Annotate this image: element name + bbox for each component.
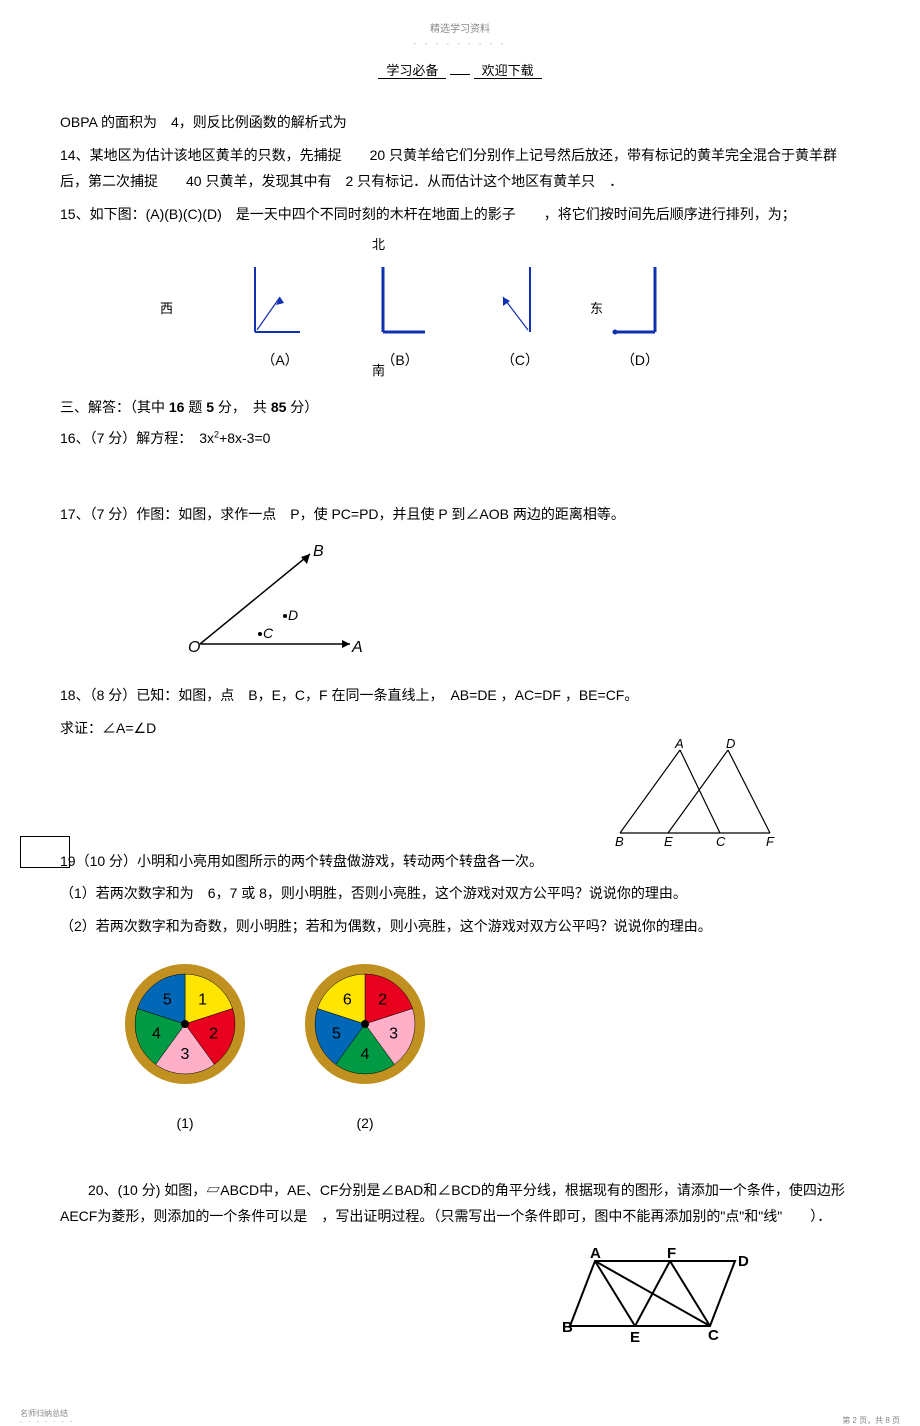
spinner-1-label: (1) bbox=[120, 1110, 250, 1137]
spinner-2-svg: 23 4 56 bbox=[300, 959, 430, 1089]
compass-east: 东 bbox=[590, 297, 603, 322]
svg-text:2: 2 bbox=[209, 1026, 218, 1043]
header-small: 精选学习资料 bbox=[60, 20, 860, 35]
svg-text:D: D bbox=[726, 738, 735, 751]
svg-text:D: D bbox=[288, 607, 298, 623]
svg-text:E: E bbox=[630, 1329, 640, 1346]
main-content: OBPA 的面积为 4，则反比例函数的解析式为 14、某地区为估计该地区黄羊的只… bbox=[60, 109, 860, 1386]
svg-text:5: 5 bbox=[163, 992, 172, 1009]
section3-title: 三、解答：（其中 16 题 5 分， 共 85 分） bbox=[60, 394, 860, 421]
svg-text:2: 2 bbox=[378, 992, 387, 1009]
svg-text:4: 4 bbox=[361, 1046, 370, 1063]
shadow-a-svg bbox=[245, 257, 315, 347]
svg-text:A: A bbox=[351, 639, 363, 656]
q19-l1: 19（10 分）小明和小亮用如图所示的两个转盘做游戏，转动两个转盘各一次。 bbox=[60, 848, 860, 875]
svg-text:B: B bbox=[562, 1319, 573, 1336]
shadow-c-svg bbox=[485, 257, 555, 347]
svg-text:C: C bbox=[716, 834, 726, 848]
footer-left: 名师归纳总结 - - - - - - - bbox=[20, 1408, 74, 1426]
spinners-row: 12345 (1) 23456 (2) bbox=[120, 959, 860, 1136]
q18-l1: 18、（8 分）已知：如图，点 B，E，C，F 在同一条直线上， AB=DE ，… bbox=[60, 682, 860, 709]
header-text-2: 欢迎下载 bbox=[474, 63, 542, 79]
svg-text:F: F bbox=[766, 834, 775, 848]
q19-box-marker bbox=[20, 836, 70, 868]
header-line: 学习必备 欢迎下载 bbox=[60, 60, 860, 79]
q20-l1: 20、(10 分) 如图，▱ABCD中，AE、CF分别是∠BAD和∠BCD的角平… bbox=[60, 1177, 860, 1230]
compass-south: 南 bbox=[372, 359, 385, 384]
svg-text:B: B bbox=[313, 544, 324, 560]
q17: 17、（7 分）作图：如图，求作一点 P，使 PC=PD，并且使 P 到∠AOB… bbox=[60, 501, 860, 528]
svg-text:B: B bbox=[615, 834, 624, 848]
shadow-d-label: （D） bbox=[605, 347, 675, 374]
q16: 16、（7 分）解方程： 3x2+8x-3=0 bbox=[60, 425, 860, 452]
svg-text:6: 6 bbox=[343, 992, 352, 1009]
q18-figure: A D B E C F bbox=[610, 738, 780, 848]
q15: 15、如下图：(A)(B)(C)(D) 是一天中四个不同时刻的木杆在地面上的影子… bbox=[60, 201, 860, 228]
spinner-2-label: (2) bbox=[300, 1110, 430, 1137]
header-dots: - - - - - - - - - bbox=[60, 39, 860, 48]
svg-text:O: O bbox=[188, 639, 200, 656]
shadow-a-label: （A） bbox=[245, 347, 315, 374]
svg-text:3: 3 bbox=[181, 1046, 190, 1063]
svg-text:A: A bbox=[674, 738, 684, 751]
svg-text:3: 3 bbox=[389, 1026, 398, 1043]
q17-figure: O A B C D bbox=[180, 544, 380, 664]
svg-text:D: D bbox=[738, 1253, 749, 1270]
shadow-b-svg bbox=[365, 257, 435, 347]
shadow-d-svg bbox=[605, 257, 675, 347]
q19-block: 19（10 分）小明和小亮用如图所示的两个转盘做游戏，转动两个转盘各一次。 （1… bbox=[60, 848, 860, 1137]
q13: OBPA 的面积为 4，则反比例函数的解析式为 bbox=[60, 109, 860, 136]
svg-text:F: F bbox=[667, 1246, 676, 1262]
svg-text:C: C bbox=[263, 625, 274, 641]
svg-text:1: 1 bbox=[198, 992, 207, 1009]
shadow-c-label: （C） bbox=[485, 347, 555, 374]
svg-text:A: A bbox=[590, 1246, 601, 1262]
spinner-1-svg: 12 3 45 bbox=[120, 959, 250, 1089]
svg-text:C: C bbox=[708, 1327, 719, 1344]
q19-l3: （2）若两次数字和为奇数，则小明胜；若和为偶数，则小亮胜，这个游戏对双方公平吗？… bbox=[60, 913, 860, 940]
q20-figure: A F D B E C bbox=[560, 1246, 760, 1346]
q19-l2: （1）若两次数字和为 6，7 或 8，则小明胜，否则小亮胜，这个游戏对双方公平吗… bbox=[60, 880, 860, 907]
svg-text:4: 4 bbox=[152, 1026, 161, 1043]
shadow-diagrams: 北 西 东 南 （A） （B） （C） bbox=[60, 257, 860, 374]
compass-north: 北 bbox=[372, 233, 385, 258]
footer-right: 第 2 页，共 8 页 bbox=[842, 1415, 900, 1426]
header-text-1: 学习必备 bbox=[378, 63, 446, 79]
compass-west: 西 bbox=[160, 297, 173, 322]
svg-text:5: 5 bbox=[332, 1026, 341, 1043]
svg-text:E: E bbox=[664, 834, 673, 848]
q14: 14、某地区为估计该地区黄羊的只数，先捕捉 20 只黄羊给它们分别作上记号然后放… bbox=[60, 142, 860, 195]
